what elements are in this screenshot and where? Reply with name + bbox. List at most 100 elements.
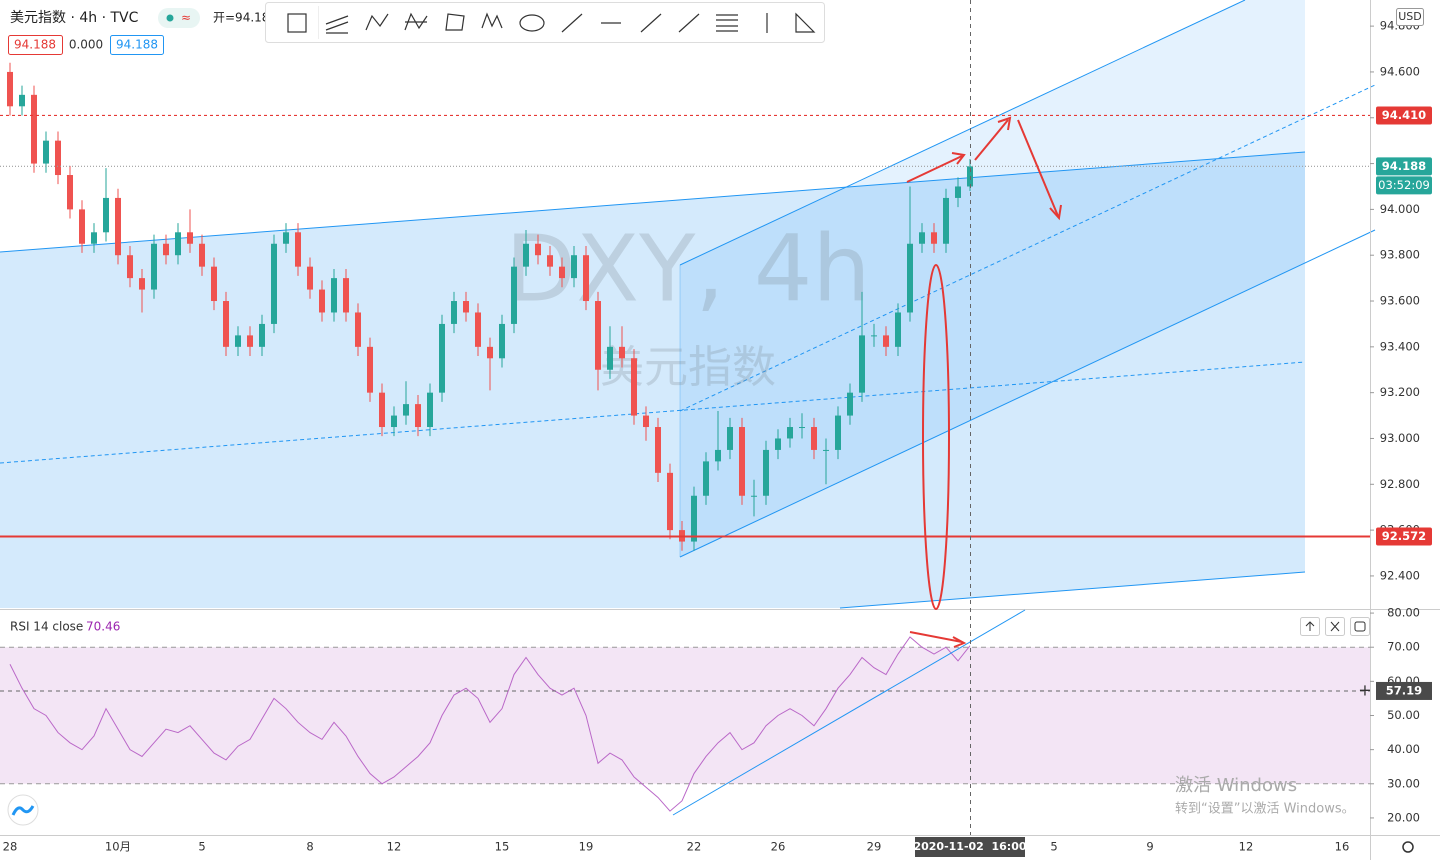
open-label: 开=94.18 xyxy=(213,11,269,25)
candle-body xyxy=(55,140,61,176)
watermark-subtitle: 美元指数 xyxy=(600,342,776,393)
icon xyxy=(1330,621,1340,632)
candle-body xyxy=(247,335,253,347)
candle-body xyxy=(667,472,673,531)
tool-triangle[interactable] xyxy=(795,12,816,33)
btn-close[interactable] xyxy=(1325,617,1345,636)
candle-body xyxy=(439,323,445,393)
tool-xabcd[interactable] xyxy=(404,12,428,31)
candle-body xyxy=(727,427,733,450)
candle-body xyxy=(115,197,121,256)
btn-up[interactable] xyxy=(1300,617,1320,636)
candle-body xyxy=(223,301,229,347)
channel-mid xyxy=(679,84,1376,412)
candle-body xyxy=(367,346,373,393)
status-dot xyxy=(166,14,174,22)
y-tick-label: 40.00 xyxy=(1387,742,1420,756)
channel-line xyxy=(0,151,1306,253)
candle-body xyxy=(271,243,277,324)
settings[interactable] xyxy=(1402,841,1414,853)
candle-body xyxy=(523,243,529,267)
candle-body xyxy=(319,289,325,313)
candle-body xyxy=(763,449,769,496)
y-tick-label: 94.600 xyxy=(1380,64,1420,78)
x-tick-label: 26 xyxy=(771,840,786,854)
candle-body xyxy=(547,255,553,267)
tool-polygon[interactable] xyxy=(445,13,465,31)
y-tick-label: 20.00 xyxy=(1387,810,1420,824)
x-tick-label: 5 xyxy=(1050,840,1057,854)
tool-rect[interactable] xyxy=(287,13,307,33)
tool-pattern[interactable] xyxy=(365,13,389,31)
candle-body xyxy=(955,186,961,198)
candle-body xyxy=(7,71,13,107)
candle-body xyxy=(487,346,493,359)
spread-text: 0.000 xyxy=(69,38,103,52)
arrow-head xyxy=(997,116,1012,131)
candle-body xyxy=(607,346,613,370)
candle-body xyxy=(163,243,169,256)
y-tick-label: 30.00 xyxy=(1387,776,1420,790)
y-tick-label: 80.00 xyxy=(1387,606,1420,620)
price-tag xyxy=(1376,527,1432,546)
candle-body xyxy=(787,427,793,439)
tool-ellipse[interactable] xyxy=(519,14,545,32)
y-tick-label: 93.000 xyxy=(1380,431,1420,445)
candle-body xyxy=(919,232,925,244)
btn-max[interactable] xyxy=(1350,617,1370,636)
tool-ray[interactable] xyxy=(640,13,662,33)
candle-body xyxy=(211,266,217,302)
crosshair-text: 57.19 xyxy=(1386,683,1422,697)
x-tick-label: 5 xyxy=(198,840,205,854)
x-tick-label: 9 xyxy=(1146,840,1153,854)
ask-text: 94.188 xyxy=(116,38,158,52)
candle-body xyxy=(391,415,397,428)
candle-body xyxy=(895,312,901,347)
candle-body xyxy=(67,175,73,210)
tool-elliott[interactable] xyxy=(481,12,503,29)
price-tag xyxy=(1376,106,1432,125)
symbol-title: 美元指数 · 4h · TVC xyxy=(10,10,139,26)
y-tick-label: 92.400 xyxy=(1380,568,1420,582)
candle-body xyxy=(619,346,625,359)
tool-lines[interactable] xyxy=(716,14,738,32)
candle-body xyxy=(175,232,181,256)
candle-body xyxy=(631,358,637,416)
tool-arrow[interactable] xyxy=(678,13,700,33)
x-tick-label: 28 xyxy=(3,840,18,854)
candle-body xyxy=(811,427,817,450)
candle-body xyxy=(559,266,565,279)
candle-body xyxy=(823,449,829,451)
y-tick-label: 93.800 xyxy=(1380,248,1420,262)
y-tick-label: 93.600 xyxy=(1380,294,1420,308)
annotations xyxy=(906,116,1062,648)
candle-body xyxy=(871,335,877,337)
candle-body xyxy=(475,312,481,347)
currency-box xyxy=(1396,8,1424,26)
arrow xyxy=(906,155,963,183)
candle-body xyxy=(331,278,337,313)
tool-trend[interactable] xyxy=(561,13,583,33)
price-tag xyxy=(1376,157,1432,176)
candle-body xyxy=(643,415,649,428)
crosshair-tag xyxy=(1376,681,1432,700)
candle-body xyxy=(883,335,889,347)
panel-buttons xyxy=(1300,617,1370,636)
currency: USD xyxy=(1398,10,1422,23)
price-tag-text: 92.572 xyxy=(1382,529,1426,543)
candle-body xyxy=(859,335,865,393)
candle-body xyxy=(571,255,577,279)
rsi-last: 70.46 xyxy=(86,620,120,634)
x-tick-label: 8 xyxy=(306,840,313,854)
arrow xyxy=(974,119,1009,161)
candle-body xyxy=(835,415,841,450)
candle-body xyxy=(295,232,301,267)
channel-line xyxy=(679,229,1376,558)
rsi-title: RSI 14 close xyxy=(10,620,83,634)
arrow-head xyxy=(951,152,966,165)
tool-fib[interactable] xyxy=(325,15,349,34)
candle-body xyxy=(283,232,289,244)
candle-body xyxy=(79,209,85,244)
candle-body xyxy=(715,449,721,462)
